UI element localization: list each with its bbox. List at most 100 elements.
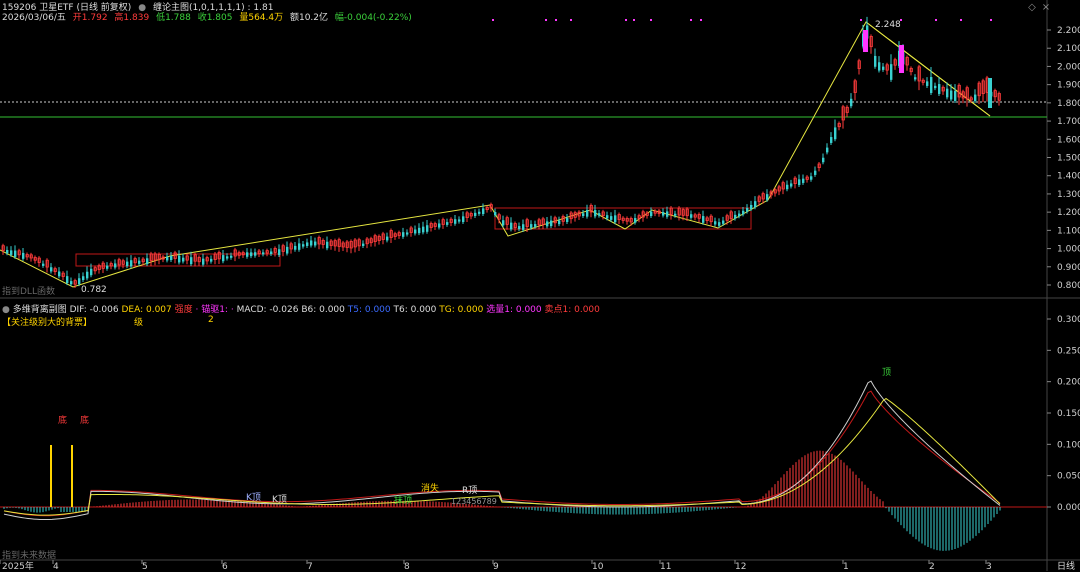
- candle-body: [882, 66, 885, 70]
- candle-body: [709, 215, 713, 223]
- sub-watermark: 指到未来数据: [2, 551, 57, 561]
- candle-body: [133, 258, 137, 264]
- legend-item: T5: 0.000: [347, 305, 394, 315]
- candle-body: [657, 210, 661, 214]
- candle-body: [314, 241, 317, 246]
- candle-body: [306, 242, 309, 246]
- candle-body: [934, 85, 937, 89]
- candle-body: [101, 262, 105, 269]
- candle-body: [109, 263, 113, 267]
- candle-body: [58, 271, 61, 277]
- candle-body: [278, 249, 281, 256]
- candle-body: [485, 207, 489, 210]
- candle-body: [409, 227, 413, 233]
- price-tick-label: 1.500: [1057, 154, 1080, 164]
- candle-body: [634, 218, 637, 223]
- candle-body: [197, 256, 201, 263]
- candle-body: [830, 137, 833, 143]
- candle-body: [141, 258, 145, 263]
- candle-body: [438, 223, 441, 228]
- candle-body: [742, 210, 745, 215]
- candle-body: [805, 176, 809, 180]
- candle-body: [273, 247, 277, 253]
- price-tick-label: 1.600: [1057, 135, 1080, 145]
- candle-highlight: [863, 30, 868, 52]
- price-tick-label: 1.700: [1057, 117, 1080, 127]
- candle-body: [550, 220, 553, 227]
- candle-body: [798, 179, 801, 186]
- candle-body: [202, 258, 205, 265]
- candle-body: [629, 218, 633, 223]
- candle-body: [553, 217, 557, 224]
- candle-highlight: [899, 45, 904, 73]
- candle-body: [750, 204, 753, 210]
- candle-body: [946, 88, 949, 98]
- candle-body: [286, 246, 289, 254]
- candle-body: [345, 241, 349, 248]
- candle-body: [857, 60, 861, 69]
- candle-body: [777, 186, 781, 192]
- candle-body: [969, 97, 973, 101]
- candle-body: [685, 208, 689, 217]
- candle-body: [725, 215, 729, 221]
- price-tick-label: 0.900: [1057, 263, 1080, 273]
- candle-body: [90, 268, 93, 276]
- signal-dot: [545, 19, 547, 21]
- legend-item: B6: 0.000: [301, 305, 348, 315]
- candle-body: [70, 281, 73, 285]
- sub-tick-label: 0.200: [1057, 378, 1080, 388]
- candle-body: [93, 267, 97, 272]
- candle-body: [525, 219, 529, 227]
- candle-body: [161, 256, 165, 260]
- candle-body: [938, 84, 941, 94]
- candle-body: [993, 90, 997, 98]
- candle-body: [914, 77, 917, 80]
- candle-body: [598, 213, 601, 216]
- candle-body: [317, 237, 321, 245]
- candle-body: [397, 232, 401, 236]
- sub-chart-title[interactable]: 多维背离副图: [12, 305, 67, 315]
- candle-body: [534, 224, 537, 227]
- time-tick-label: 8: [404, 562, 410, 571]
- header-title-row: 159206 卫星ETF (日线 前复权) ● 缠论主图(1,0,1,1,1,1…: [2, 0, 277, 13]
- candle-body: [458, 219, 461, 222]
- candle-body: [341, 242, 345, 248]
- candle-body: [582, 213, 585, 217]
- period-label[interactable]: 日线: [1057, 562, 1076, 572]
- candle-body: [853, 80, 857, 93]
- candle-body: [561, 216, 565, 222]
- candle-body: [393, 233, 397, 237]
- candle-body: [957, 84, 961, 98]
- candle-body: [738, 213, 741, 217]
- candle-body: [917, 66, 921, 82]
- candle-body: [845, 106, 849, 113]
- sub-chart-legend: DIF: -0.006 DEA: 0.007 强度 · 锚驱1: · MACD:…: [70, 305, 600, 315]
- candle-body: [66, 276, 69, 284]
- candle-body: [826, 147, 829, 153]
- candle-body: [510, 222, 513, 230]
- pivot-box: [75, 253, 281, 267]
- sub-tick-label: 0.050: [1057, 472, 1080, 482]
- legend-item: 卖点1: 0.000: [544, 305, 600, 315]
- candle-body: [625, 218, 629, 222]
- main-indicator-label[interactable]: 缠论主图(1,0,1,1,1,1) : 1.81: [152, 3, 274, 13]
- candle-body: [53, 268, 57, 273]
- candle-body: [522, 224, 525, 230]
- candle-body: [921, 79, 925, 83]
- candle-body: [449, 218, 453, 223]
- candle-body: [502, 220, 505, 226]
- price-tick-label: 1.000: [1057, 245, 1080, 255]
- candle-body: [321, 239, 325, 245]
- close-icon[interactable]: ×: [1041, 2, 1051, 13]
- time-tick-label: 3: [986, 562, 992, 571]
- candle-body: [834, 127, 837, 140]
- diamond-icon[interactable]: ◇: [1028, 2, 1036, 13]
- signal-dot: [650, 19, 652, 21]
- zigzag-line: [0, 21, 991, 288]
- candle-body: [497, 214, 501, 220]
- vanish-label: 消失: [421, 484, 440, 494]
- candle-body: [441, 219, 445, 225]
- candle-body: [637, 215, 641, 220]
- candle-body: [329, 240, 333, 246]
